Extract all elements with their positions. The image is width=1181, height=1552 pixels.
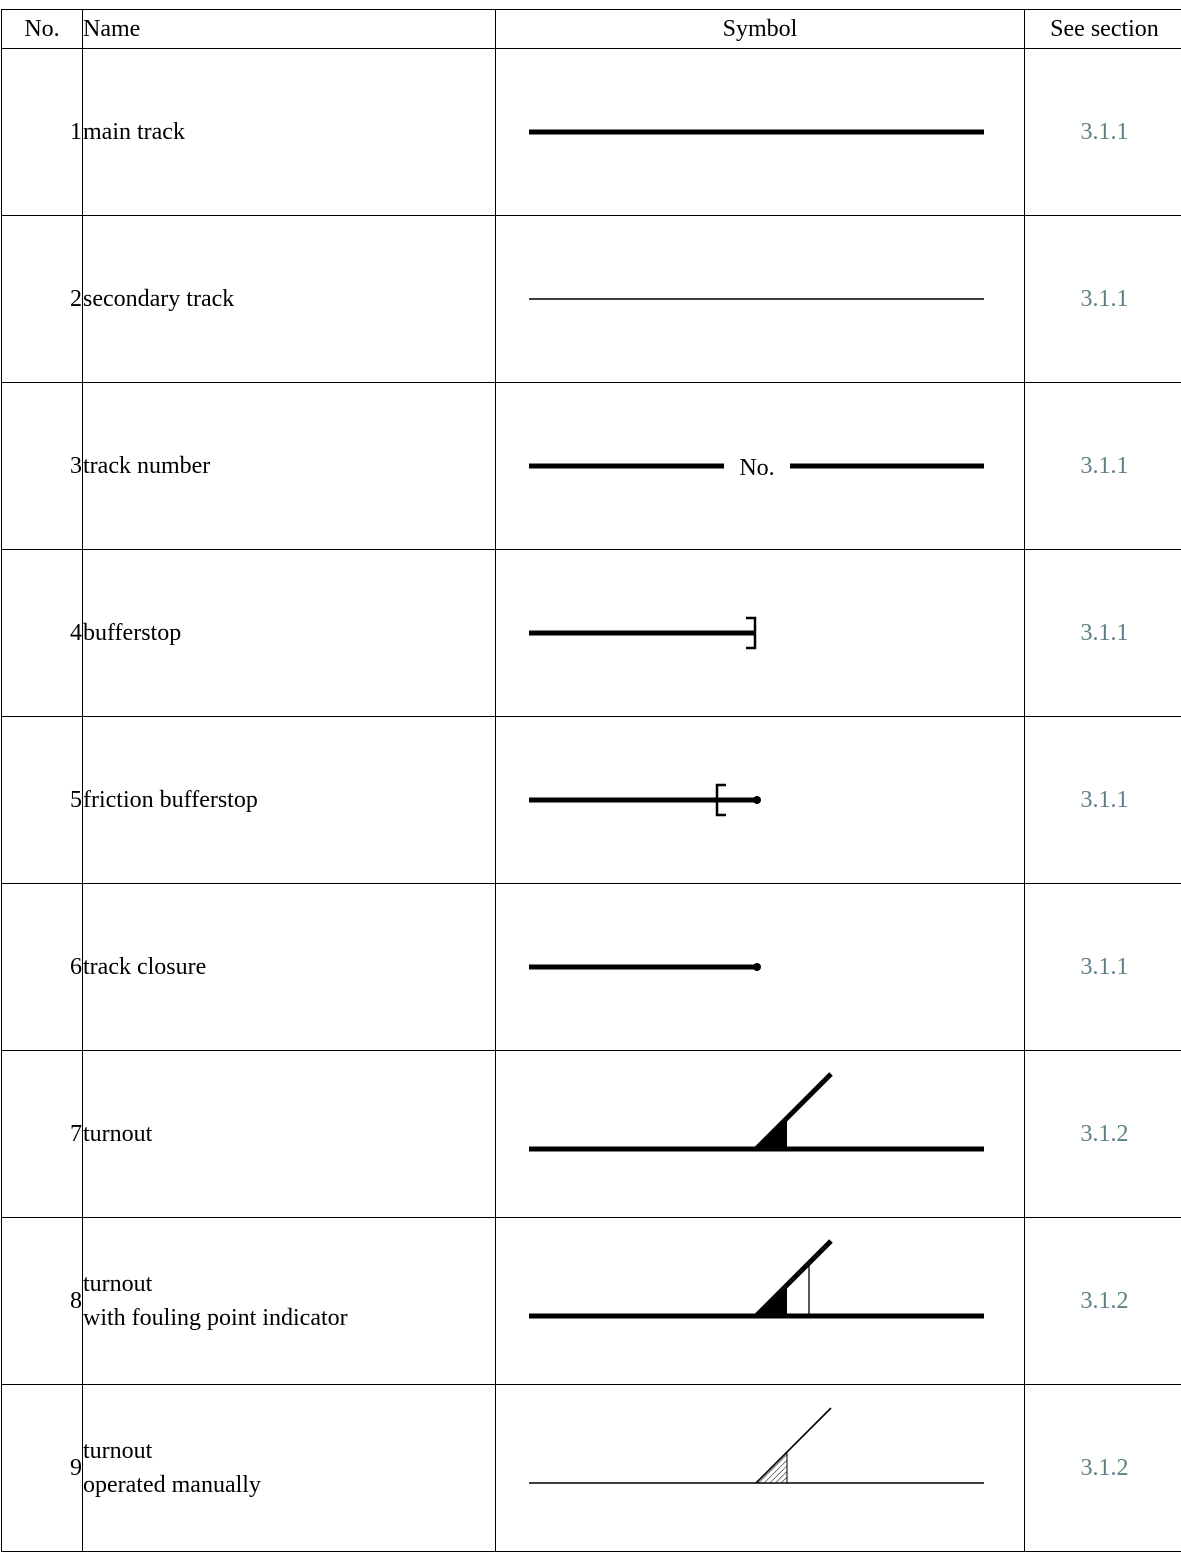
track-number-label: No.: [739, 455, 774, 481]
symbol-name-line: bufferstop: [83, 616, 495, 650]
symbol-name-line: track closure: [83, 950, 495, 984]
section-link[interactable]: 3.1.2: [1081, 1121, 1129, 1147]
symbol-cell: [496, 884, 1025, 1051]
see-section-cell: 3.1.2: [1025, 1051, 1181, 1218]
symbol-name: bufferstop: [83, 550, 496, 717]
section-link[interactable]: 3.1.2: [1081, 1455, 1129, 1481]
see-section-cell: 3.1.2: [1025, 1218, 1181, 1385]
header-row: No. Name Symbol See section: [2, 10, 1181, 49]
symbol-name-line: friction bufferstop: [83, 783, 495, 817]
see-section-cell: 3.1.1: [1025, 884, 1181, 1051]
section-link[interactable]: 3.1.2: [1081, 1288, 1129, 1314]
symbol-cell: No.: [496, 383, 1025, 550]
header-name: Name: [83, 10, 496, 49]
friction-bufferstop-symbol: [510, 735, 1010, 865]
main-track-symbol: [510, 67, 1010, 197]
symbol-name: main track: [83, 49, 496, 216]
section-link[interactable]: 3.1.1: [1081, 453, 1129, 479]
row-number: 2: [2, 216, 83, 383]
row-number: 1: [2, 49, 83, 216]
symbol-cell: [496, 717, 1025, 884]
see-section-cell: 3.1.1: [1025, 383, 1181, 550]
section-link[interactable]: 3.1.1: [1081, 787, 1129, 813]
symbol-name-line: turnout: [83, 1267, 495, 1301]
symbol-cell: [496, 1385, 1025, 1552]
symbol-cell: [496, 1218, 1025, 1385]
row-number: 5: [2, 717, 83, 884]
symbol-name-qualifier: with fouling point indicator: [83, 1301, 495, 1335]
symbol-name: friction bufferstop: [83, 717, 496, 884]
symbol-cell: [496, 49, 1025, 216]
see-section-cell: 3.1.1: [1025, 717, 1181, 884]
symbol-name-line: secondary track: [83, 282, 495, 316]
track-number-symbol: No.: [510, 401, 1010, 531]
row-number: 8: [2, 1218, 83, 1385]
see-section-cell: 3.1.2: [1025, 1385, 1181, 1552]
symbol-name: turnout: [83, 1051, 496, 1218]
row-number: 3: [2, 383, 83, 550]
symbol-name: track closure: [83, 884, 496, 1051]
symbol-name-qualifier: operated manually: [83, 1468, 495, 1502]
see-section-cell: 3.1.1: [1025, 550, 1181, 717]
header-symbol: Symbol: [496, 10, 1025, 49]
symbol-name: secondary track: [83, 216, 496, 383]
section-link[interactable]: 3.1.1: [1081, 119, 1129, 145]
row-number: 9: [2, 1385, 83, 1552]
symbol-name-line: turnout: [83, 1117, 495, 1151]
header-see-section: See section: [1025, 10, 1181, 49]
secondary-track-symbol: [510, 234, 1010, 364]
turnout-manual-symbol: [510, 1403, 1010, 1533]
header-no: No.: [2, 10, 83, 49]
row-number: 6: [2, 884, 83, 1051]
bufferstop-symbol: [510, 568, 1010, 698]
symbol-name: track number: [83, 383, 496, 550]
symbol-name-line: turnout: [83, 1434, 495, 1468]
symbol-name-line: main track: [83, 115, 495, 149]
row-number: 7: [2, 1051, 83, 1218]
see-section-cell: 3.1.1: [1025, 49, 1181, 216]
symbol-name-line: track number: [83, 449, 495, 483]
section-link[interactable]: 3.1.1: [1081, 620, 1129, 646]
track-closure-symbol: [510, 902, 1010, 1032]
section-link[interactable]: 3.1.1: [1081, 286, 1129, 312]
see-section-cell: 3.1.1: [1025, 216, 1181, 383]
symbol-cell: [496, 550, 1025, 717]
symbol-cell: [496, 216, 1025, 383]
turnout-fouling-point-symbol: [510, 1236, 1010, 1366]
symbol-cell: [496, 1051, 1025, 1218]
section-link[interactable]: 3.1.1: [1081, 954, 1129, 980]
turnout-symbol: [510, 1069, 1010, 1199]
row-number: 4: [2, 550, 83, 717]
